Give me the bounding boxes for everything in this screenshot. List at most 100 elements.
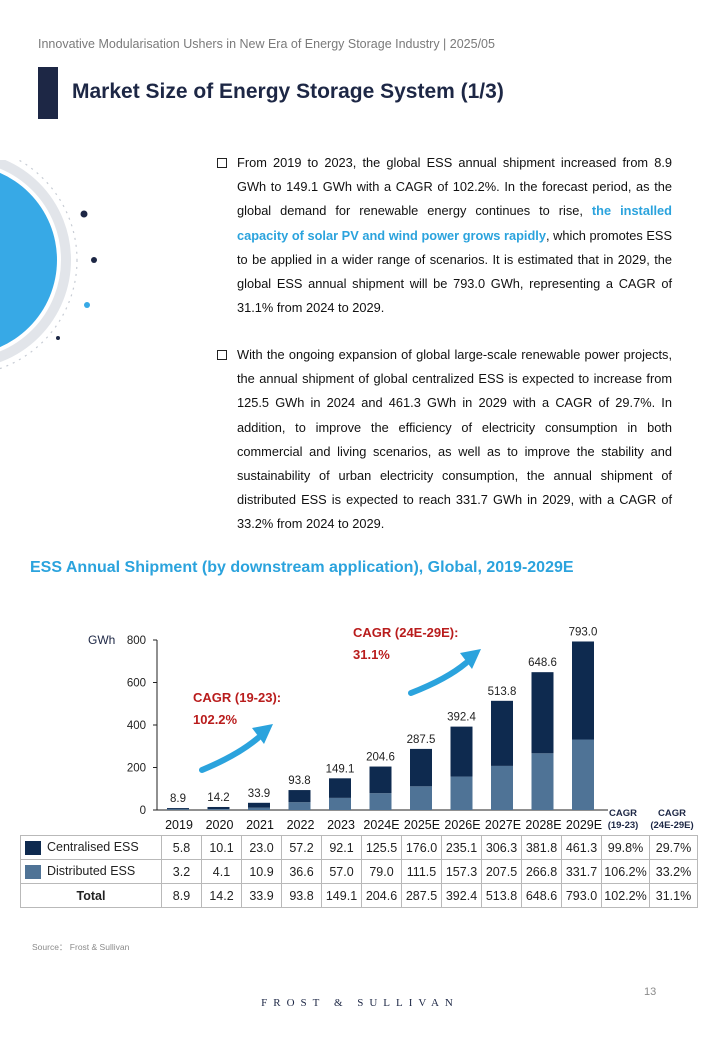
x-tick-label: 2022 [287,818,315,832]
x-tick-label: 2023 [327,818,355,832]
table-cell: 4.1 [201,859,242,884]
table-cell: 287.5 [401,883,442,908]
bar-segment-distributed [491,765,513,810]
table-cell-cagr: 99.8% [601,835,650,860]
row-label: Centralised ESS [20,835,162,860]
y-tick-label: 400 [127,720,146,732]
bar-total-label: 648.6 [528,657,557,669]
table-cell-cagr: 33.2% [649,859,698,884]
bar-total-label: 33.9 [248,788,270,800]
title-accent-bar [38,67,58,119]
table-cell: 306.3 [481,835,522,860]
row-label: Distributed ESS [20,859,162,884]
report-header: Innovative Modularisation Ushers in New … [38,37,495,51]
growth-arrow-head-icon [252,724,273,744]
table-cell: 157.3 [441,859,482,884]
table-cell: 235.1 [441,835,482,860]
y-tick-label: 600 [127,678,146,690]
table-cell: 266.8 [521,859,562,884]
footer-brand-logo: FROST & SULLIVAN [261,997,459,1009]
table-cell: 204.6 [361,883,402,908]
table-cell: 125.5 [361,835,402,860]
bar-total-label: 513.8 [488,686,517,698]
table-cell: 793.0 [561,883,602,908]
table-cell: 8.9 [161,883,202,908]
bar-segment-distributed [207,809,230,810]
page-number: 13 [644,986,657,998]
bar-total-label: 392.4 [447,712,476,724]
x-tick-label: 2029E [566,818,602,832]
cagr-header-period: (19-23) [608,820,639,831]
bar-segment-distributed [288,802,311,810]
bar-segment-centralised [288,790,311,803]
cagr-annotation-label: CAGR (24E-29E): [353,625,458,640]
bar-segment-distributed [572,739,594,810]
bar-segment-centralised [167,808,189,810]
table-cell-cagr: 31.1% [649,883,698,908]
table-row-distributed: Distributed ESS 3.2 4.1 10.9 36.6 57.0 7… [20,859,698,884]
bar-segment-distributed [329,797,351,810]
bar-segment-distributed [450,776,473,810]
table-cell: 57.0 [321,859,362,884]
table-cell: 93.8 [281,883,322,908]
table-cell: 5.8 [161,835,202,860]
bar-segment-centralised [248,802,270,808]
table-cell-cagr: 29.7% [649,835,698,860]
source-note: Source： Frost & Sullivan [32,942,130,952]
legend-swatch-distributed [25,864,41,879]
bar-segment-distributed [369,793,392,810]
table-cell: 176.0 [401,835,442,860]
table-cell: 92.1 [321,835,362,860]
y-tick-label: 200 [127,763,146,775]
stacked-bar-chart: 0 200 400 600 800 GWh 8.9 2019 14.2 2020 33.9 2021 9… [88,625,694,832]
checkbox-bullet-icon [217,350,227,360]
cagr-annotation-label: CAGR (19-23): [193,690,281,705]
bullet-1-text: From 2019 to 2023, the global ESS annual… [237,155,672,219]
decorative-circle-graphic [0,160,97,370]
bar-total-label: 8.9 [170,793,186,805]
bar-segment-centralised [410,748,432,787]
bar-total-label: 287.5 [407,734,436,746]
bar-total-label: 204.6 [366,752,395,764]
table-cell: 461.3 [561,835,602,860]
page-title: Market Size of Energy Storage System (1/… [72,80,504,103]
bar-total-label: 149.1 [326,763,355,775]
x-tick-label: 2027E [485,818,521,832]
bar-total-label: 14.2 [207,792,229,804]
table-cell: 381.8 [521,835,562,860]
cagr-annotation-value: 31.1% [353,647,390,662]
bar-total-label: 93.8 [288,775,310,787]
table-cell-cagr: 102.2% [601,883,650,908]
table-row-total: Total 8.9 14.2 33.9 93.8 149.1 204.6 287… [20,883,698,908]
x-tick-label: 2026E [444,818,480,832]
x-tick-label: 2020 [206,818,234,832]
table-cell: 3.2 [161,859,202,884]
cagr-header: CAGR [658,808,686,819]
table-cell: 648.6 [521,883,562,908]
bullet-1-text-end: , which promotes ESS to be applied in a … [237,227,673,316]
x-tick-label: 2019 [165,818,193,832]
bar-segment-distributed [531,753,554,810]
table-row-centralised: Centralised ESS 5.8 10.1 23.0 57.2 92.1 … [20,835,698,860]
table-cell: 149.1 [321,883,362,908]
bar-segment-distributed [410,786,432,810]
cagr-annotation-value: 102.2% [193,712,238,727]
growth-arrow-icon [408,660,469,696]
chart-title: ESS Annual Shipment (by downstream appli… [30,559,574,576]
table-cell: 57.2 [281,835,322,860]
bar-total-label: 793.0 [569,626,598,638]
bullet-paragraph-1: From 2019 to 2023, the global ESS annual… [217,151,672,320]
table-cell: 36.6 [281,859,322,884]
x-tick-label: 2025E [404,818,440,832]
bar-segment-distributed [248,807,270,810]
growth-arrow-icon [199,735,261,773]
table-cell: 23.0 [241,835,282,860]
y-axis-unit-label: GWh [88,633,115,647]
table-cell: 33.9 [241,883,282,908]
y-tick-label: 800 [127,635,146,647]
x-tick-label: 2021 [246,818,274,832]
table-cell: 207.5 [481,859,522,884]
x-tick-label: 2024E [363,818,399,832]
bar-segment-centralised [329,778,351,798]
bullet-1-highlight: the installed capacity of solar PV and w… [237,203,672,243]
